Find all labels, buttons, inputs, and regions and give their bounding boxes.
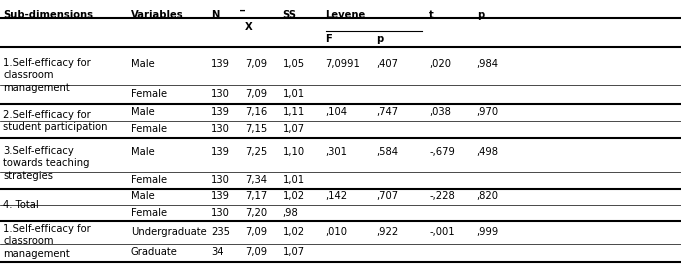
Text: ,707: ,707 xyxy=(376,191,398,201)
Text: 139: 139 xyxy=(211,107,230,117)
Text: Variables: Variables xyxy=(131,10,183,20)
Text: ,584: ,584 xyxy=(376,147,398,157)
Text: 1.Self-efficacy for
classroom
management: 1.Self-efficacy for classroom management xyxy=(3,58,91,93)
Text: 139: 139 xyxy=(211,147,230,157)
Text: 4. Total: 4. Total xyxy=(3,200,39,210)
Text: ,498: ,498 xyxy=(477,147,498,157)
Text: Female: Female xyxy=(131,124,167,134)
Text: Male: Male xyxy=(131,59,155,69)
Text: Levene: Levene xyxy=(326,10,366,20)
Text: ,010: ,010 xyxy=(326,227,347,237)
Text: ,747: ,747 xyxy=(376,107,398,117)
Text: p: p xyxy=(477,10,484,20)
Text: 130: 130 xyxy=(211,89,230,99)
Text: ̅
X: ̅ X xyxy=(245,10,253,33)
Text: ,984: ,984 xyxy=(477,59,498,69)
Text: ,038: ,038 xyxy=(429,107,451,117)
Text: SS: SS xyxy=(283,10,297,20)
Text: Female: Female xyxy=(131,208,167,218)
Text: 1,05: 1,05 xyxy=(283,59,304,69)
Text: 2.Self-efficacy for
student participation: 2.Self-efficacy for student participatio… xyxy=(3,110,108,132)
Text: 130: 130 xyxy=(211,208,230,218)
Text: 7,34: 7,34 xyxy=(245,175,267,185)
Text: Female: Female xyxy=(131,175,167,185)
Text: 7,0991: 7,0991 xyxy=(326,59,360,69)
Text: 1,10: 1,10 xyxy=(283,147,304,157)
Text: 1,11: 1,11 xyxy=(283,107,305,117)
Text: ,142: ,142 xyxy=(326,191,347,201)
Text: Female: Female xyxy=(131,89,167,99)
Text: ,407: ,407 xyxy=(376,59,398,69)
Text: 130: 130 xyxy=(211,175,230,185)
Text: 7,25: 7,25 xyxy=(245,147,268,157)
Text: ,020: ,020 xyxy=(429,59,451,69)
Text: 7,15: 7,15 xyxy=(245,124,268,134)
Text: t: t xyxy=(429,10,434,20)
Text: -,001: -,001 xyxy=(429,227,455,237)
Text: ,820: ,820 xyxy=(477,191,498,201)
Text: 130: 130 xyxy=(211,124,230,134)
Text: 34: 34 xyxy=(211,247,223,257)
Text: N: N xyxy=(211,10,219,20)
Text: ,301: ,301 xyxy=(326,147,347,157)
Text: Male: Male xyxy=(131,147,155,157)
Text: Graduate: Graduate xyxy=(131,247,178,257)
Text: 235: 235 xyxy=(211,227,230,237)
Text: 7,09: 7,09 xyxy=(245,59,267,69)
Text: Undergraduate: Undergraduate xyxy=(131,227,206,237)
Text: 1.Self-efficacy for
classroom
management: 1.Self-efficacy for classroom management xyxy=(3,224,91,259)
Text: p: p xyxy=(376,34,383,44)
Text: Male: Male xyxy=(131,191,155,201)
Text: 1,01: 1,01 xyxy=(283,175,304,185)
Text: 1,02: 1,02 xyxy=(283,191,304,201)
Text: Sub-dimensions: Sub-dimensions xyxy=(3,10,93,20)
Text: 7,16: 7,16 xyxy=(245,107,268,117)
Text: Male: Male xyxy=(131,107,155,117)
Text: 7,09: 7,09 xyxy=(245,247,267,257)
Text: 7,09: 7,09 xyxy=(245,227,267,237)
Text: ,970: ,970 xyxy=(477,107,498,117)
Text: 7,17: 7,17 xyxy=(245,191,268,201)
Text: 7,09: 7,09 xyxy=(245,89,267,99)
Text: 3.Self-efficacy
towards teaching
strategies: 3.Self-efficacy towards teaching strateg… xyxy=(3,146,90,181)
Text: -,679: -,679 xyxy=(429,147,455,157)
Text: 139: 139 xyxy=(211,191,230,201)
Text: ,999: ,999 xyxy=(477,227,499,237)
Text: ,104: ,104 xyxy=(326,107,347,117)
Text: 1,07: 1,07 xyxy=(283,247,304,257)
Text: ,98: ,98 xyxy=(283,208,298,218)
Text: 139: 139 xyxy=(211,59,230,69)
Text: 1,02: 1,02 xyxy=(283,227,304,237)
Text: 7,20: 7,20 xyxy=(245,208,267,218)
Text: -,228: -,228 xyxy=(429,191,455,201)
Text: 1,01: 1,01 xyxy=(283,89,304,99)
Text: 1,07: 1,07 xyxy=(283,124,304,134)
Text: ,922: ,922 xyxy=(376,227,398,237)
Text: F: F xyxy=(326,34,332,44)
